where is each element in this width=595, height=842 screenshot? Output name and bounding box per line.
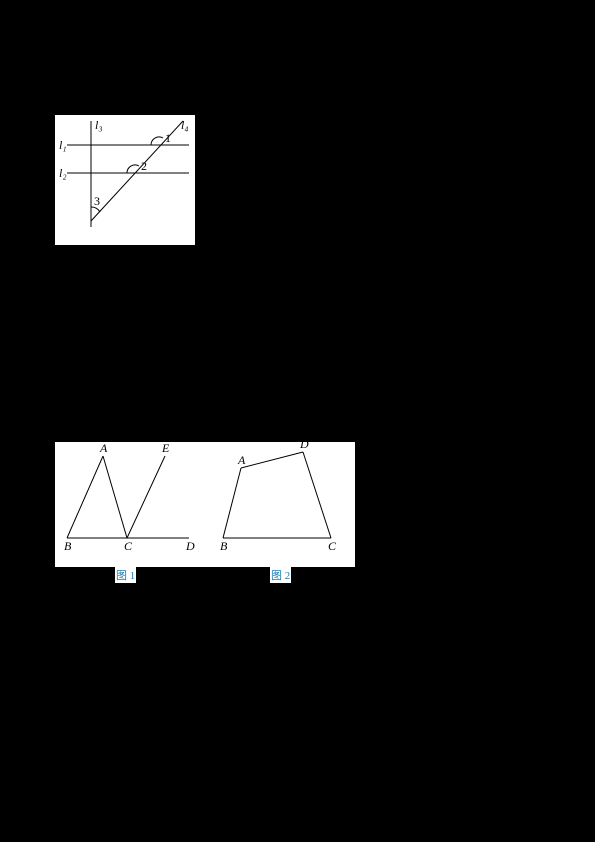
svg-text:1: 1 bbox=[165, 131, 171, 145]
svg-text:C: C bbox=[328, 539, 337, 553]
svg-text:A: A bbox=[99, 442, 108, 455]
svg-text:l₁: l₁ bbox=[59, 138, 67, 152]
svg-text:D: D bbox=[185, 539, 195, 553]
figure-1: l₃ l₄ l₁ l₂ 1 2 3 bbox=[55, 115, 195, 245]
svg-text:l₄: l₄ bbox=[181, 118, 189, 132]
svg-text:C: C bbox=[124, 539, 133, 553]
svg-text:2: 2 bbox=[141, 159, 147, 173]
svg-text:l₃: l₃ bbox=[95, 118, 103, 132]
figure-2: A B C D E A B C D bbox=[55, 442, 355, 567]
svg-text:A: A bbox=[237, 453, 246, 467]
figure-2-caption-right: 图 2 bbox=[270, 567, 291, 583]
svg-text:l₂: l₂ bbox=[59, 166, 67, 180]
svg-text:3: 3 bbox=[94, 194, 100, 208]
svg-text:D: D bbox=[299, 442, 309, 451]
svg-text:E: E bbox=[161, 442, 170, 455]
svg-text:B: B bbox=[220, 539, 228, 553]
figure-2-caption-left: 图 1 bbox=[115, 567, 136, 583]
svg-text:B: B bbox=[64, 539, 72, 553]
page-root: l₃ l₄ l₁ l₂ 1 2 3 A B C D E A B C D 图 1 图 2 bbox=[0, 0, 595, 842]
